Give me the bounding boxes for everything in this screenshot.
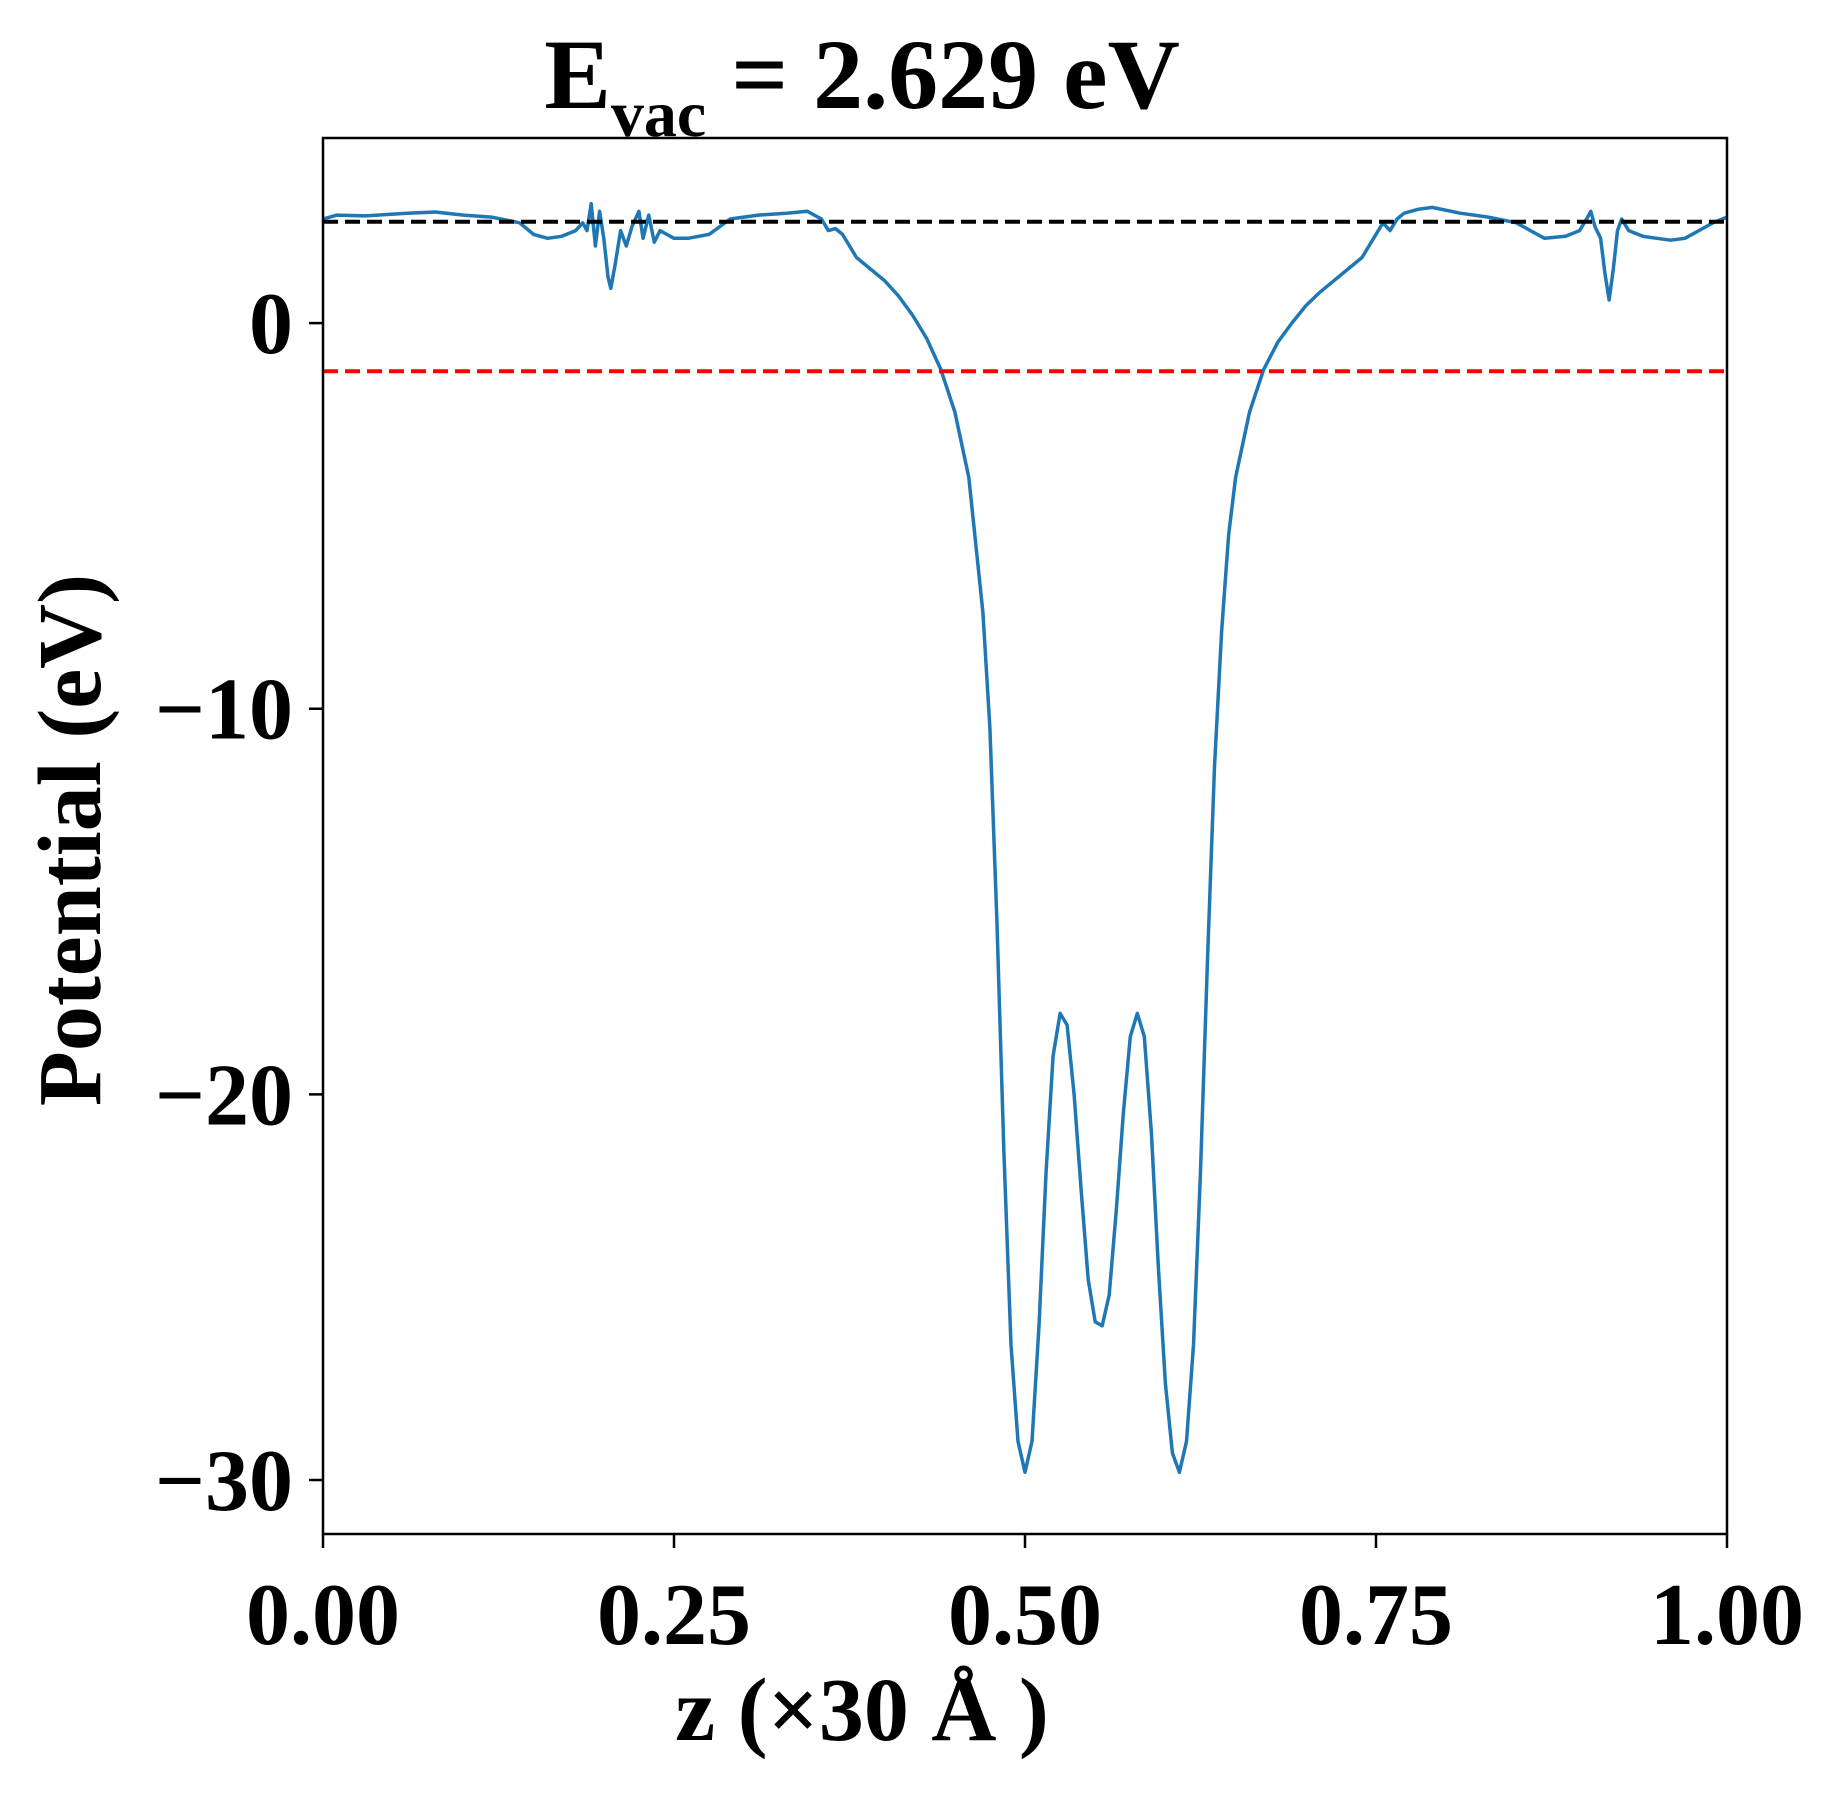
y-tick-label-3: −30: [155, 1433, 293, 1530]
x-tick-label-3: 0.75: [1299, 1567, 1453, 1664]
y-tick-label-2: −20: [155, 1047, 293, 1144]
x-tick-label-2: 0.50: [948, 1567, 1102, 1664]
x-tick-label-1: 0.25: [597, 1567, 751, 1664]
plot-area: 0.00 0.25 0.50 0.75 1.00 0 −10 −20 −30: [155, 136, 1804, 1664]
title-subscript: vac: [611, 78, 706, 151]
y-axis-label: Potential (eV): [21, 574, 120, 1106]
y-tick-label-0: 0: [249, 276, 293, 373]
chart-title: Evac = 2.629 eV: [544, 19, 1180, 151]
title-prefix: E: [544, 19, 611, 130]
y-tick-label-1: −10: [155, 662, 293, 759]
series-line-0: [322, 201, 1728, 1475]
title-suffix: = 2.629 eV: [706, 19, 1180, 130]
x-tick-label-0: 0.00: [246, 1567, 400, 1664]
x-axis-label: z (×30 Å ): [675, 1661, 1049, 1760]
x-tick-label-4: 1.00: [1650, 1567, 1804, 1664]
axes-frame: [321, 136, 1729, 1536]
